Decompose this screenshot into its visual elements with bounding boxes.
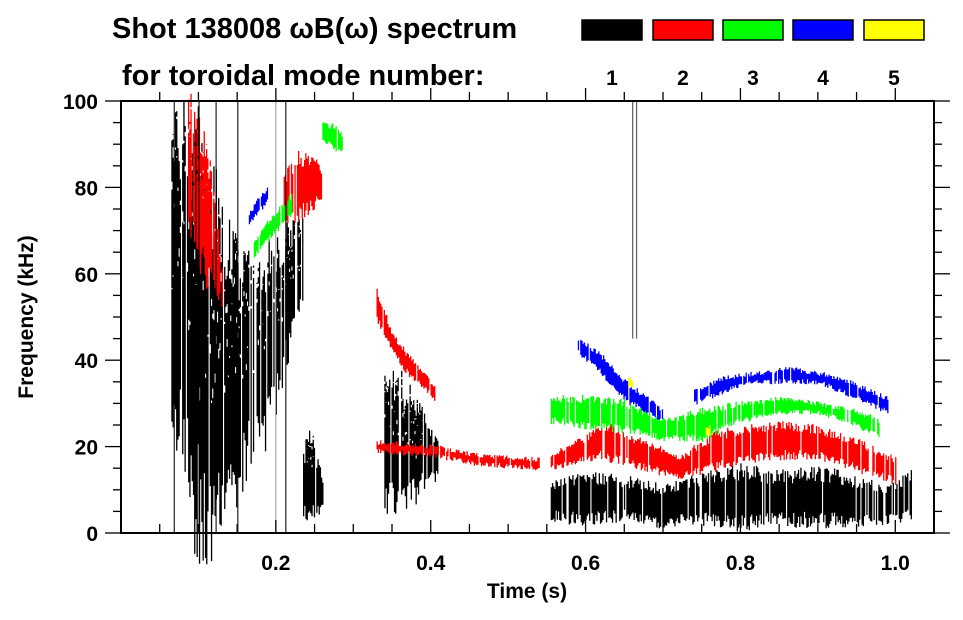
legend-swatch-mode-4: [792, 19, 854, 41]
mode-1-feature-3: [384, 370, 439, 514]
x-tick-label: 0.6: [571, 552, 600, 575]
y-tick-label: 40: [75, 350, 98, 373]
y-tick-label: 100: [63, 91, 98, 114]
chart-subtitle: for toroidal mode number:: [122, 60, 485, 92]
broadband-streak: [198, 101, 200, 533]
mode-2-feature-2: [283, 151, 323, 224]
mode-2-feature-5: [550, 421, 897, 485]
legend-swatch-mode-5: [863, 19, 925, 41]
broadband-streak: [285, 101, 287, 533]
mode-5-feature-1: [628, 377, 634, 388]
mode-2-feature-1: [188, 93, 223, 307]
spectrogram-marks: [171, 93, 912, 565]
broadband-streak: [632, 101, 634, 339]
legend-swatch-mode-1: [581, 19, 643, 41]
mode-5-feature-2: [705, 425, 711, 437]
legend-label-mode-5: 5: [888, 67, 900, 90]
legend-swatch-mode-3: [722, 19, 784, 41]
y-axis-label: Frequency (kHz): [15, 235, 38, 398]
legend-label-mode-4: 4: [817, 67, 829, 90]
mode-2-feature-4: [376, 440, 540, 471]
broadband-streak: [635, 101, 638, 339]
y-tick-label: 60: [75, 264, 98, 287]
mode-4-feature-1: [248, 187, 269, 225]
legend-label-mode-1: 1: [606, 67, 618, 90]
mode-1-feature-2: [303, 430, 324, 521]
legend-label-mode-2: 2: [677, 67, 689, 90]
legend-swatch-mode-2: [652, 19, 714, 41]
mode-3-feature-3: [550, 394, 880, 442]
broadband-streak: [173, 101, 175, 533]
broadband-streak: [237, 101, 239, 533]
legend: 1 2 3 4 5: [581, 19, 925, 90]
y-tick-label: 80: [75, 177, 98, 200]
mode-1-feature-4: [550, 463, 912, 532]
x-tick-label: 1.0: [881, 552, 910, 575]
y-tick-label: 20: [75, 437, 98, 460]
legend-label-mode-3: 3: [747, 67, 759, 90]
x-tick-label: 0.4: [416, 552, 446, 575]
x-axis-label: Time (s): [487, 580, 567, 603]
mode-3-feature-1: [322, 122, 343, 152]
axes: 0.2 0.4 0.6 0.8 1.0 0 20 40 60 80 100: [63, 88, 950, 575]
mode-3-feature-2: [253, 194, 293, 258]
mode-2-feature-3: [376, 288, 436, 401]
mode-4-feature-2: [577, 339, 664, 420]
chart-title: Shot 138008 ωB(ω) spectrum: [112, 13, 517, 45]
broadband-streak: [275, 101, 277, 533]
x-tick-label: 0.2: [261, 552, 290, 575]
x-tick-label: 0.8: [726, 552, 756, 575]
mode-4-feature-3: [694, 367, 889, 414]
y-tick-label: 0: [86, 523, 98, 546]
broadband-streak: [215, 101, 217, 533]
